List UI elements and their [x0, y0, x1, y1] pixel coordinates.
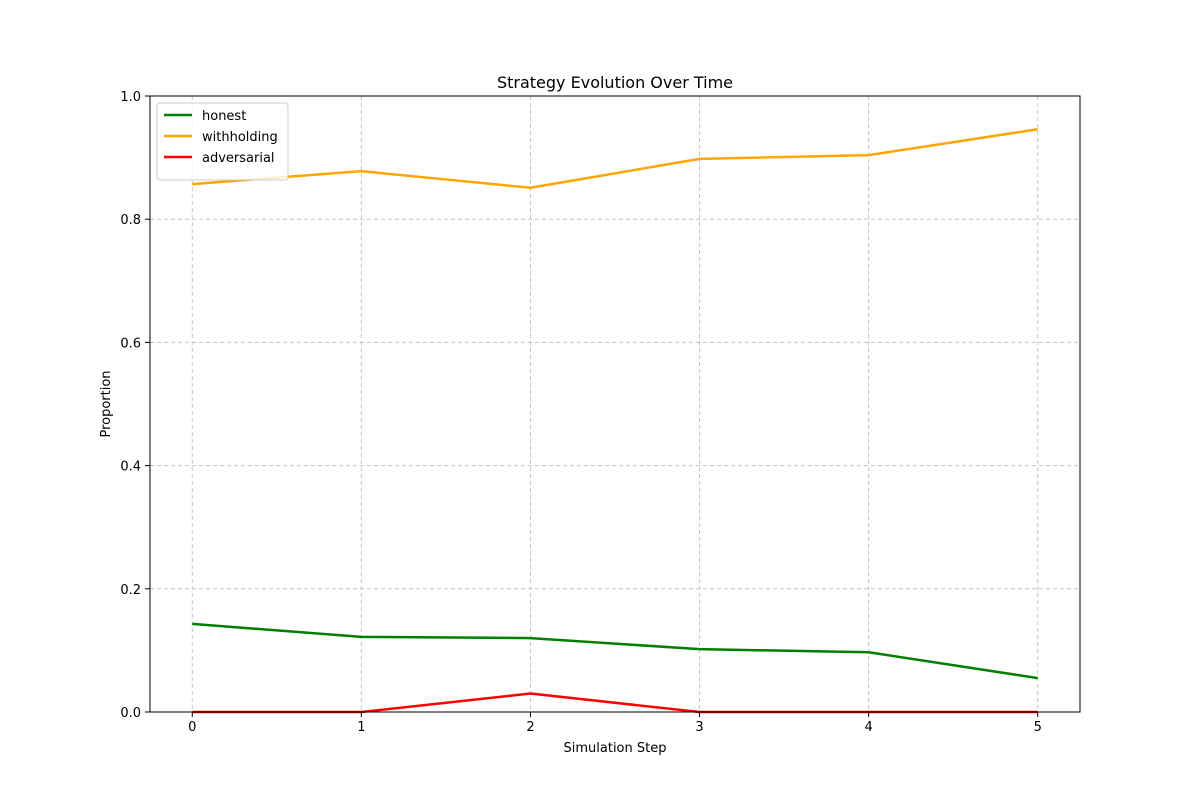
x-tick-label: 5 [1034, 720, 1042, 735]
series-line-withholding [192, 128, 1038, 190]
y-tick-label: 0.2 [120, 583, 141, 598]
y-axis-title: Proportion [99, 370, 114, 437]
x-tick-label: 1 [357, 720, 365, 735]
y-tick-label: 1.0 [120, 90, 141, 105]
grid-lines [150, 96, 1080, 712]
legend: honest withholding adversarial [156, 102, 289, 181]
legend-box [156, 102, 289, 181]
x-tick-label: 2 [526, 720, 534, 735]
x-axis-title: Simulation Step [564, 741, 667, 756]
plot-frame [149, 95, 1081, 713]
legend-label-honest: honest [202, 109, 246, 124]
legend-label-adversarial: adversarial [202, 151, 275, 166]
y-tick-label: 0.4 [120, 460, 141, 475]
series-line-honest [192, 622, 1038, 680]
y-tick-label: 0.0 [120, 706, 141, 721]
y-tick-label: 0.8 [120, 213, 141, 228]
x-tick-label: 3 [695, 720, 703, 735]
x-tick-label: 0 [188, 720, 196, 735]
x-tick-label: 4 [864, 720, 872, 735]
axis-ticks: 0 1 2 3 4 5 0.0 0.2 0.4 0.6 0.8 1.0 [120, 90, 1042, 735]
y-tick-label: 0.6 [120, 336, 141, 351]
legend-label-withholding: withholding [202, 130, 278, 145]
chart-title: Strategy Evolution Over Time [497, 73, 733, 92]
